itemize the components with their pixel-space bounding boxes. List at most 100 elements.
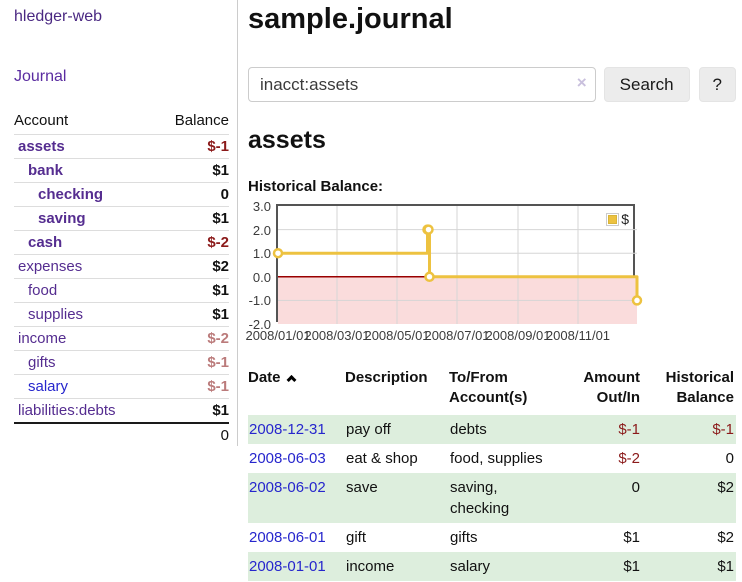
sidebar-account-checking[interactable]: checking (38, 186, 104, 203)
transaction-balance: $2 (717, 528, 734, 546)
sidebar: hledger-web Journal Account Balance asse… (0, 0, 237, 447)
transaction-description: save (346, 478, 378, 496)
account-row: gifts $-1 (14, 350, 229, 375)
sidebar-divider (237, 0, 238, 446)
sidebar-account-supplies[interactable]: supplies (28, 306, 84, 323)
legend-swatch-icon (606, 212, 620, 226)
x-tick-label: 2008/07/01 (424, 328, 490, 343)
y-tick-label: -2.0 (248, 317, 271, 332)
account-balance: $1 (154, 398, 229, 423)
search-help-button[interactable]: ? (698, 67, 736, 102)
sidebar-account-cash[interactable]: cash (28, 234, 63, 251)
transaction-accounts: debts (450, 420, 487, 438)
sort-ascending-icon (286, 374, 296, 385)
sidebar-account-saving[interactable]: saving (38, 210, 86, 227)
accounts-total-value: 0 (154, 422, 229, 447)
x-tick-label: 2008/03/01 (304, 328, 370, 343)
register-row: 2008-12-31 pay off debts $-1 $-1 (248, 414, 736, 444)
sidebar-item-journal[interactable]: Journal (14, 68, 67, 85)
register-row: 2008-06-03 eat & shop food, supplies $-2 0 (248, 444, 736, 473)
chart-title: Historical Balance: (248, 178, 384, 195)
register-row: 2008-06-02 save saving, checking 0 $2 (248, 472, 736, 523)
sidebar-account-gifts[interactable]: gifts (28, 354, 56, 371)
transaction-accounts: salary (450, 557, 491, 575)
x-tick-label: 2008/01/01 (245, 328, 311, 343)
account-row: cash $-2 (14, 230, 229, 255)
account-row: liabilities:debts $1 (14, 398, 229, 423)
chart-x-axis: 2008/01/01 2008/03/01 2008/05/01 2008/07/01… (245, 328, 736, 346)
chart-svg (272, 206, 643, 324)
accounts-tbody: assets $-1 bank $1 checking 0 saving $1 cash $-2 e… (14, 134, 229, 423)
main-content: sample.journal × Search ? assets Histori… (237, 0, 742, 581)
transaction-description: income (346, 557, 395, 575)
transaction-amount: 0 (631, 478, 640, 496)
account-balance: $1 (154, 158, 229, 183)
register-account-heading: assets (248, 126, 326, 154)
transaction-amount: $1 (623, 528, 640, 546)
account-row: expenses $2 (14, 254, 229, 279)
transaction-date-link[interactable]: 2008-06-03 (249, 449, 326, 467)
transaction-amount: $-2 (618, 449, 640, 467)
chart-y-axis: 3.0 2.0 1.0 0.0 -1.0 -2.0 (248, 199, 276, 332)
historical-balance-chart: 3.0 2.0 1.0 0.0 -1.0 -2.0 $ 2008/01/01 2008/03… (245, 199, 736, 346)
sidebar-account-salary[interactable]: salary (28, 378, 69, 395)
transaction-date-link[interactable]: 2008-06-01 (249, 528, 326, 546)
register-tbody: 2008-12-31 pay off debts $-1 $-1 2008-06-03 ea… (248, 414, 736, 581)
account-balance: $2 (154, 254, 229, 279)
accounts-table: Account Balance assets $-1 bank $1 checking 0… (14, 108, 229, 447)
transaction-date-link[interactable]: 2008-01-01 (249, 557, 326, 575)
app-brand-link[interactable]: hledger-web (14, 8, 103, 25)
account-row: saving $1 (14, 206, 229, 231)
account-row: salary $-1 (14, 374, 229, 399)
search-form: × Search ? (248, 67, 736, 102)
y-tick-label: 2.0 (252, 222, 271, 238)
search-input[interactable] (248, 67, 596, 102)
account-balance: 0 (154, 182, 229, 207)
x-tick-label: 2008/11/01 (545, 328, 611, 343)
accounts-total-row: 0 (14, 422, 229, 447)
transaction-accounts: saving, checking (450, 478, 510, 517)
register-table: Date Description To/From Account(s) Amou… (248, 366, 736, 581)
transaction-date-link[interactable]: 2008-06-02 (249, 478, 326, 496)
sidebar-account-assets[interactable]: assets (18, 138, 65, 155)
account-balance: $-1 (154, 374, 229, 399)
account-row: food $1 (14, 278, 229, 303)
chart-legend: $ (606, 211, 629, 227)
transaction-accounts: food, supplies (450, 449, 543, 467)
y-tick-label: -1.0 (248, 293, 271, 309)
account-row: income $-2 (14, 326, 229, 351)
sidebar-account-food[interactable]: food (28, 282, 58, 299)
account-row: supplies $1 (14, 302, 229, 327)
x-tick-label: 2008/05/01 (364, 328, 430, 343)
register-header-date: Date (248, 366, 345, 415)
sidebar-account-expenses[interactable]: expenses (18, 258, 83, 275)
sidebar-account-income[interactable]: income (18, 330, 67, 347)
y-tick-label: 0.0 (252, 269, 271, 285)
x-tick-label: 2008/09/01 (485, 328, 551, 343)
search-button[interactable]: Search (603, 67, 690, 102)
chart-plot-area: $ (272, 204, 643, 324)
transaction-amount: $-1 (618, 420, 640, 438)
register-row: 2008-01-01 income salary $1 $1 (248, 551, 736, 581)
register-row: 2008-06-01 gift gifts $1 $2 (248, 523, 736, 552)
register-header-balance: Historical Balance (665, 369, 734, 407)
y-tick-label: 3.0 (252, 199, 271, 214)
clear-search-icon[interactable]: × (576, 73, 587, 92)
legend-label: $ (621, 211, 629, 227)
register-header-amount: Amount Out/In (583, 369, 640, 407)
account-row: assets $-1 (14, 134, 229, 159)
register-header-accounts: To/From Account(s) (449, 369, 528, 407)
accounts-header-account: Account (14, 112, 69, 129)
sidebar-account-liabilities-debts[interactable]: liabilities:debts (18, 402, 116, 419)
account-balance: $-2 (154, 230, 229, 255)
transaction-balance: $-1 (712, 420, 734, 438)
transaction-description: pay off (346, 420, 391, 438)
register-header-description: Description (345, 369, 428, 386)
account-balance: $-1 (154, 134, 229, 159)
account-row: checking 0 (14, 182, 229, 207)
transaction-balance: 0 (725, 449, 734, 467)
transaction-description: eat & shop (346, 449, 418, 467)
sidebar-account-bank[interactable]: bank (28, 162, 64, 179)
transaction-date-link[interactable]: 2008-12-31 (249, 420, 326, 438)
account-balance: $-2 (154, 326, 229, 351)
